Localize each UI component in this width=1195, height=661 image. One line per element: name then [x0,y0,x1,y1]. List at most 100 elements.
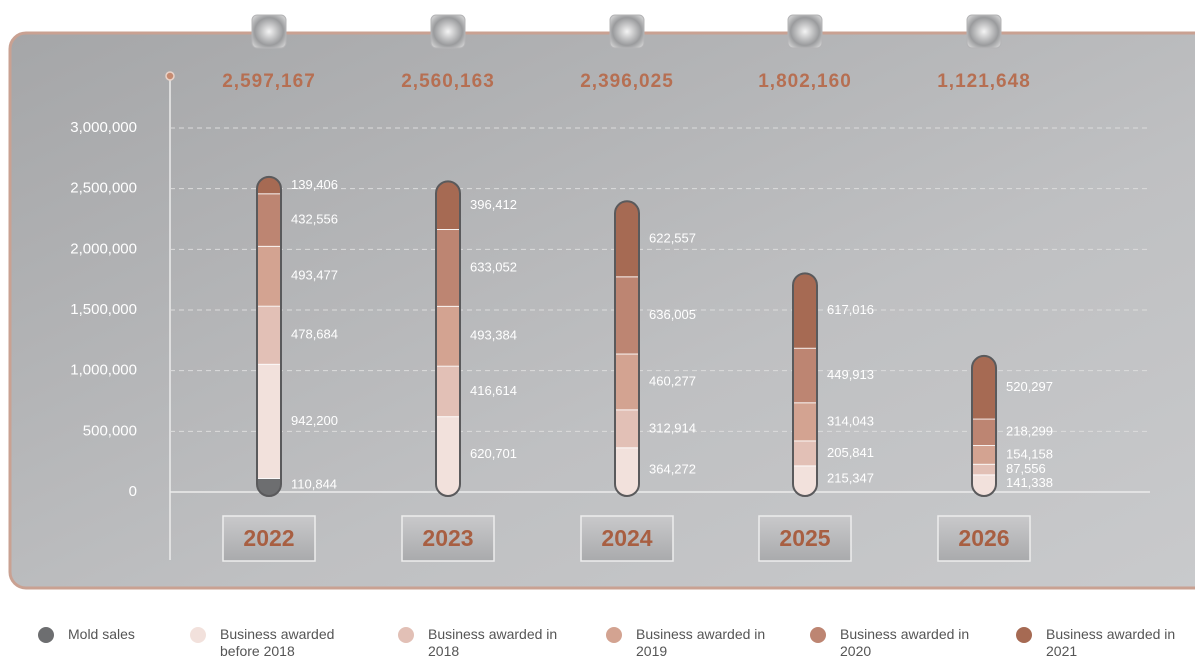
bar-segment [972,418,996,446]
data-label: 449,913 [827,367,874,382]
legend-label: Business awarded before 2018 [220,626,335,659]
legend-label: Business awarded in 2018 [428,626,558,659]
year-box [222,515,316,562]
data-label: 520,297 [1006,379,1053,394]
legend-item: Business awarded in 2019 [606,626,776,660]
legend-label: Business awarded in 2020 [840,626,970,659]
data-label: 633,052 [470,259,517,274]
bar-segment [793,440,817,467]
x-tick-label: 2022 [243,525,294,551]
legend-swatch [398,627,414,643]
bar-segment [257,305,281,365]
data-label: 215,347 [827,470,874,485]
bar-segment [972,463,996,476]
icon [966,14,1002,49]
data-label: 636,005 [649,307,696,322]
legend-item: Business awarded before 2018 [190,626,360,660]
data-label: 460,277 [649,373,696,388]
bar-segment [793,347,817,404]
total-label: 2,597,167 [222,71,316,92]
bar-segment [436,305,460,367]
data-label: 218,299 [1006,424,1053,439]
bar-stack [793,273,817,496]
x-tick-label: 2023 [422,525,473,551]
bar-outline [971,354,997,497]
y-tick-label: 1,000,000 [70,362,137,379]
legend-swatch [190,627,206,643]
data-label: 493,477 [291,268,338,283]
data-label: 416,614 [470,383,517,398]
x-tick-label: 2024 [601,525,652,551]
data-label: 432,556 [291,211,338,226]
legend-item: Business awarded in 2018 [398,626,568,660]
data-label: 622,557 [649,230,696,245]
bar-segment [793,402,817,442]
icon [430,14,466,49]
data-label: 314,043 [827,413,874,428]
bar-segment [257,245,281,307]
bar-segment [257,193,281,247]
bar-stack [615,201,639,497]
legend-swatch [606,627,622,643]
bar-segment [972,355,996,420]
bar-segment [257,363,281,479]
bar-stack [972,355,996,496]
bar-segment [615,201,639,278]
legend-swatch [810,627,826,643]
bar-segment [615,447,639,497]
bar-segment [615,353,639,411]
year-box [401,515,495,562]
legend-swatch [1016,627,1032,643]
icon [609,14,645,49]
icon [787,14,823,49]
data-label: 396,412 [470,197,517,212]
y-tick-label: 2,500,000 [70,180,137,197]
bar-stack [257,176,281,496]
data-label: 110,844 [291,477,337,492]
x-tick-label: 2025 [779,525,830,551]
y-tick-label: 2,000,000 [70,240,137,257]
bar-outline [792,272,818,497]
bar-segment [972,445,996,465]
legend-item: Business awarded in 2021 [1016,626,1186,660]
legend-swatch [38,627,54,643]
y-tick-label: 500,000 [83,422,137,439]
total-label: 1,121,648 [937,71,1031,92]
data-label: 139,406 [291,177,338,192]
x-tick-label: 2026 [958,525,1009,551]
legend-label: Mold sales [68,626,135,642]
data-label: 478,684 [291,327,338,342]
bar-segment [436,229,460,307]
legend-label: Business awarded in 2021 [1046,626,1176,659]
data-label: 87,556 [1006,461,1046,476]
bar-segment [436,416,460,496]
data-label: 205,841 [827,445,874,460]
bar-outline [614,200,640,498]
data-label: 620,701 [470,446,517,461]
bar-segment [436,365,460,418]
total-label: 2,396,025 [580,71,674,92]
y-tick-label: 0 [129,483,137,500]
data-label: 364,272 [649,461,696,476]
total-label: 1,802,160 [758,71,852,92]
bar-stack [436,181,460,496]
year-box [937,515,1031,562]
y-tick-label: 1,500,000 [70,301,137,318]
bar-segment [615,409,639,449]
bar-segment [615,276,639,355]
data-label: 493,384 [470,328,517,343]
bar-segment [793,273,817,349]
legend-item: Business awarded in 2020 [810,626,980,660]
icon [251,14,287,49]
bar-segment [257,176,281,195]
bar-outline [256,175,282,497]
bar-segment [436,181,460,230]
data-label: 312,914 [649,420,696,435]
year-box [758,515,852,562]
data-label: 154,158 [1006,446,1053,461]
total-label: 2,560,163 [401,71,495,92]
chart: 0 500,000 1,000,000 1,500,000 2,000,000 2,500… [8,14,1195,590]
legend-label: Business awarded in 2019 [636,626,766,659]
data-label: 141,338 [1006,475,1053,490]
